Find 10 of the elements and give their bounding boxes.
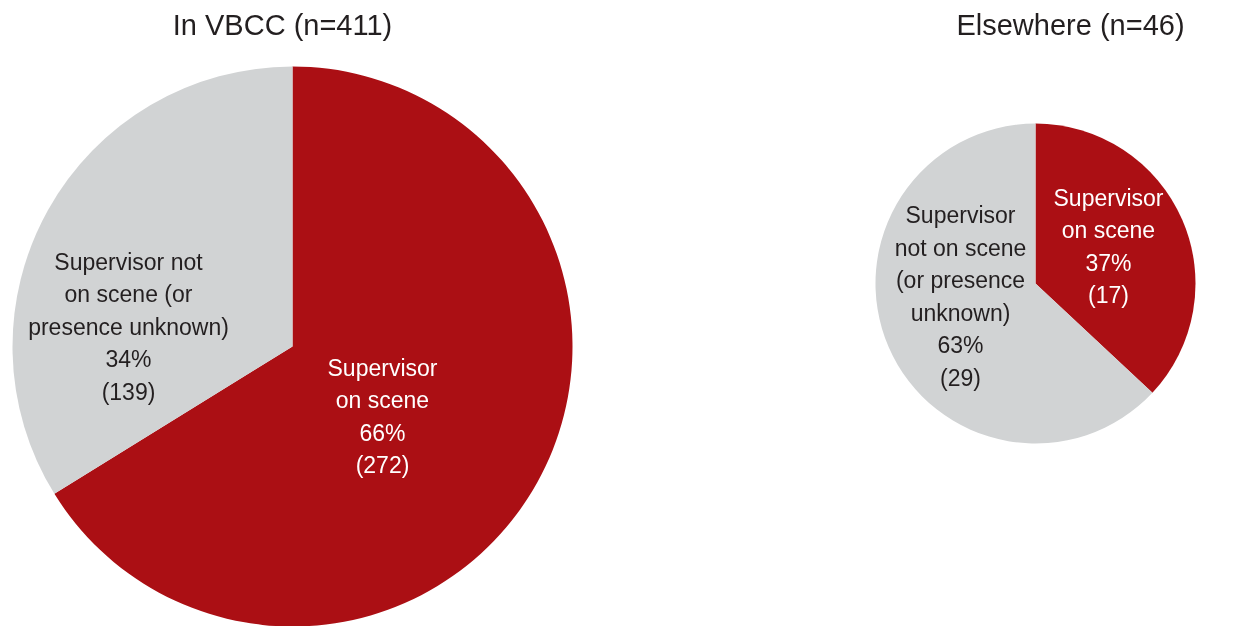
- slice-label: Supervisor not on scene (or presence unknown): [28, 248, 229, 340]
- data-label: 34% (139): [101, 346, 156, 405]
- data-label: 66% (272): [355, 419, 410, 479]
- slice-label: Supervisor on scene: [1053, 184, 1164, 244]
- data-label: 63% (29): [937, 332, 984, 391]
- slice-label: Supervisor on scene: [327, 354, 438, 414]
- data-label: 37% (17): [1085, 249, 1132, 309]
- chart-title: Elsewhere (n=46): [956, 8, 1185, 41]
- slice-label: Supervisor not on scene (or presence unknown): [894, 202, 1027, 326]
- chart-title: In VBCC (n=411): [172, 8, 393, 41]
